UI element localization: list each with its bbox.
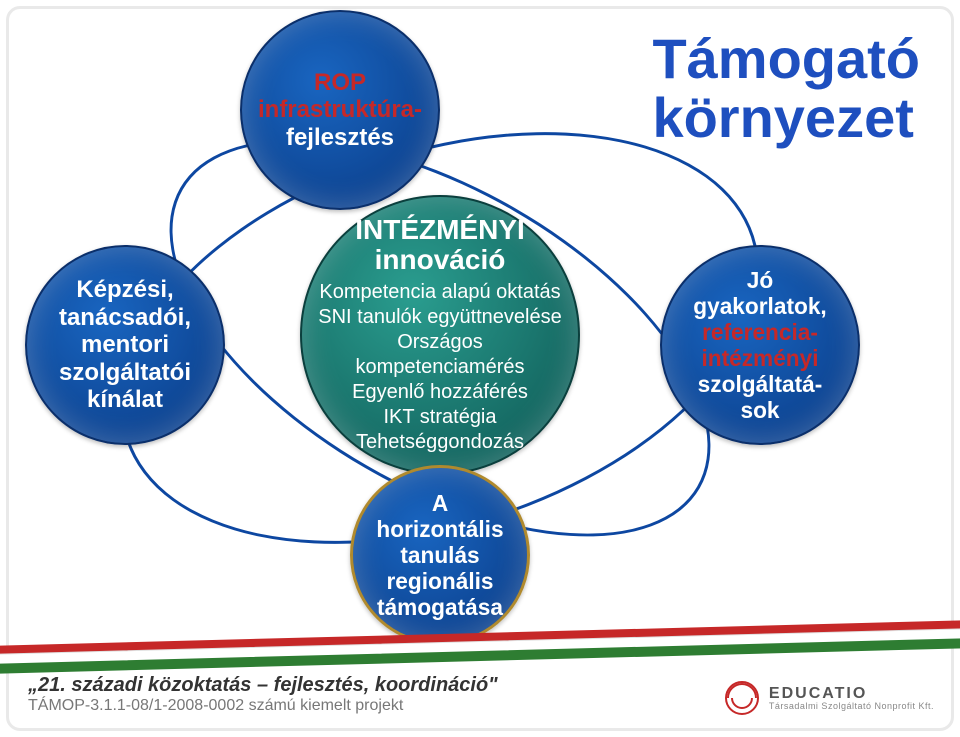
center-node-content: INTÉZMÉNYIinnováció Kompetencia alapú okt… — [312, 215, 568, 455]
right-node-line: intézményi — [672, 345, 848, 371]
left-node-line: szolgáltatói — [37, 359, 213, 387]
footer-title: „21. századi közoktatás – fejlesztés, ko… — [28, 674, 498, 697]
right-node-line: Jó — [672, 267, 848, 293]
educatio-logo-brand: EDUCATIO — [769, 686, 934, 702]
center-node-body-line: SNI tanulók együttnevelése — [312, 305, 568, 330]
right-node: Jógyakorlatok,referencia-intézményiszolg… — [660, 245, 860, 445]
heading-line-1: Támogató — [652, 30, 920, 89]
educatio-logo-text: EDUCATIO Társadalmi Szolgáltató Nonprofi… — [769, 686, 934, 711]
top-node-text: ROPinfrastruktúra-fejlesztés — [252, 69, 428, 152]
bottom-node-line: tanulás — [363, 542, 517, 568]
slide-heading: Támogató környezet — [652, 30, 920, 148]
left-node-text: Képzési,tanácsadói,mentoriszolgáltatóikí… — [37, 276, 213, 414]
center-node-body-line: Tehetséggondozás — [312, 430, 568, 455]
left-node-line: tanácsadói, — [37, 304, 213, 332]
top-node-line: infrastruktúra- — [252, 96, 428, 124]
right-node-text: Jógyakorlatok,referencia-intézményiszolg… — [672, 267, 848, 423]
heading-line-2: környezet — [652, 89, 920, 148]
educatio-logo: EDUCATIO Társadalmi Szolgáltató Nonprofi… — [725, 681, 934, 715]
center-node-body-line: Országos kompetenciamérés — [312, 330, 568, 380]
educatio-logo-tagline: Társadalmi Szolgáltató Nonprofit Kft. — [769, 702, 934, 711]
left-node: Képzési,tanácsadói,mentoriszolgáltatóikí… — [25, 245, 225, 445]
bottom-node: Ahorizontálistanulásregionálistámogatása — [350, 465, 530, 645]
bottom-node-text: Ahorizontálistanulásregionálistámogatása — [363, 490, 517, 620]
bottom-node-line: támogatása — [363, 594, 517, 620]
center-node: INTÉZMÉNYIinnováció Kompetencia alapú okt… — [300, 195, 580, 475]
top-node-line: ROP — [252, 69, 428, 97]
flag-ribbon — [0, 633, 960, 663]
right-node-line: referencia- — [672, 319, 848, 345]
left-node-line: mentori — [37, 331, 213, 359]
left-node-line: Képzési, — [37, 276, 213, 304]
footer-subtitle: TÁMOP-3.1.1-08/1-2008-0002 számú kiemelt… — [28, 697, 498, 715]
flag-stripe-green — [0, 637, 960, 674]
top-node: ROPinfrastruktúra-fejlesztés — [240, 10, 440, 210]
right-node-line: szolgáltatá- — [672, 371, 848, 397]
slide-stage: Támogató környezet INTÉZMÉNYIinnováció Ko… — [0, 0, 960, 737]
left-node-line: kínálat — [37, 386, 213, 414]
center-node-body-line: Egyenlő hozzáférés — [312, 380, 568, 405]
center-node-title: INTÉZMÉNYIinnováció — [312, 215, 568, 274]
top-node-line: fejlesztés — [252, 124, 428, 152]
bottom-node-line: horizontális — [363, 516, 517, 542]
footer: „21. századi közoktatás – fejlesztés, ko… — [28, 674, 498, 715]
bottom-node-line: A — [363, 490, 517, 516]
center-node-body-line: IKT stratégia — [312, 405, 568, 430]
right-node-line: gyakorlatok, — [672, 293, 848, 319]
bottom-node-line: regionális — [363, 568, 517, 594]
right-node-line: sok — [672, 397, 848, 423]
educatio-logo-icon — [725, 681, 759, 715]
center-node-body-line: Kompetencia alapú oktatás — [312, 280, 568, 305]
